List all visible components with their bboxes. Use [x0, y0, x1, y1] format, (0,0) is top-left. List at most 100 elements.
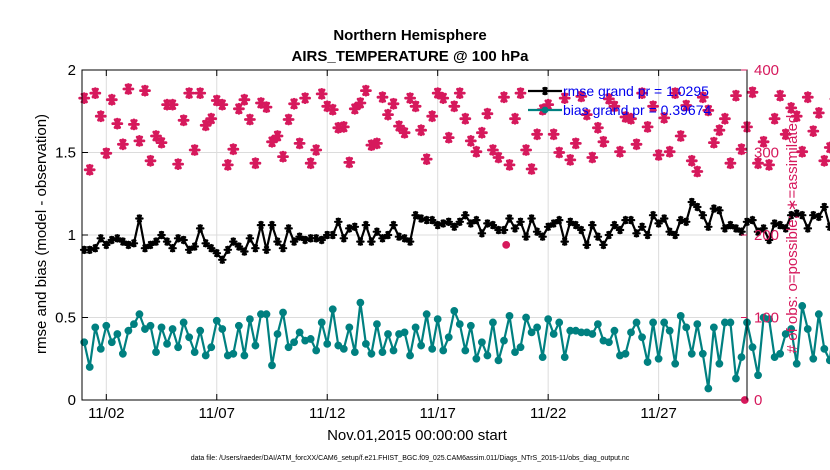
data-point	[543, 222, 553, 231]
data-point	[516, 343, 525, 352]
data-point	[157, 230, 166, 240]
data-point	[194, 87, 207, 99]
data-point	[763, 159, 775, 171]
data-point	[378, 348, 387, 357]
data-point	[547, 128, 560, 141]
data-point	[433, 220, 442, 230]
data-point	[538, 353, 547, 362]
data-point	[483, 351, 492, 360]
data-point	[173, 234, 183, 243]
data-point	[393, 120, 405, 132]
data-point	[593, 232, 603, 241]
data-point	[107, 235, 117, 245]
data-point	[311, 234, 321, 243]
data-point	[814, 212, 824, 222]
data-point	[111, 117, 124, 130]
data-point	[754, 371, 762, 380]
data-point	[129, 239, 139, 248]
data-point	[818, 154, 830, 167]
data-point	[152, 348, 160, 357]
data-point	[409, 100, 422, 113]
data-point	[643, 230, 652, 240]
data-point	[251, 341, 260, 350]
data-point	[648, 210, 658, 220]
data-point	[715, 359, 724, 368]
y2-tick-label: 0	[754, 392, 762, 409]
data-point	[255, 97, 267, 109]
data-point	[323, 340, 332, 348]
data-point	[516, 217, 525, 227]
data-point	[339, 344, 348, 353]
data-point	[367, 349, 376, 358]
data-point	[223, 245, 233, 255]
y-axis-label: rmse and bias (model - observation)	[33, 114, 50, 354]
data-point	[466, 219, 476, 228]
data-point	[505, 311, 514, 320]
data-point	[670, 230, 680, 240]
data-point	[299, 92, 311, 104]
data-point	[554, 215, 564, 225]
data-point	[130, 320, 138, 329]
data-point	[394, 232, 404, 241]
data-point	[555, 318, 564, 327]
data-point	[337, 121, 350, 133]
data-point	[580, 108, 593, 121]
data-point	[420, 153, 433, 165]
data-point	[770, 353, 779, 362]
data-point	[732, 374, 740, 383]
data-point	[647, 100, 659, 113]
data-point	[652, 149, 665, 161]
x-tick-label: 11/27	[640, 405, 676, 422]
data-point	[422, 215, 431, 225]
data-point	[360, 84, 372, 97]
data-point	[94, 110, 107, 123]
data-point	[698, 210, 708, 220]
data-point	[825, 222, 830, 231]
data-point	[201, 351, 210, 360]
data-point	[522, 313, 530, 322]
data-point	[163, 340, 171, 348]
data-point	[632, 318, 641, 327]
data-point	[245, 234, 255, 243]
data-point	[348, 102, 361, 115]
data-point	[207, 343, 216, 352]
data-point	[735, 143, 748, 156]
data-point	[251, 243, 260, 253]
data-point	[284, 343, 293, 352]
data-point	[654, 219, 663, 228]
data-point	[489, 318, 497, 327]
data-point	[345, 323, 354, 332]
data-point	[698, 349, 707, 358]
data-point	[455, 217, 465, 227]
data-point	[415, 124, 427, 137]
data-point	[643, 358, 652, 366]
data-point	[626, 215, 636, 225]
data-point	[105, 93, 118, 106]
data-point	[174, 343, 183, 352]
data-point	[91, 243, 100, 253]
data-point	[487, 144, 499, 156]
data-point	[343, 156, 356, 169]
data-point	[731, 224, 741, 233]
data-point	[691, 165, 704, 178]
data-point	[361, 220, 371, 230]
legend: rmse grand pr = 1.0295 bias grand pr = 0.…	[528, 83, 711, 118]
data-point	[218, 325, 227, 333]
data-point	[724, 157, 737, 170]
data-point	[387, 97, 400, 110]
data-point	[146, 321, 155, 330]
data-point	[312, 346, 321, 355]
data-point	[233, 102, 245, 115]
data-point	[693, 320, 702, 329]
data-point	[238, 93, 251, 106]
data-point	[553, 146, 566, 159]
data-point	[715, 206, 724, 215]
data-point	[83, 163, 96, 176]
data-point	[792, 359, 801, 368]
data-point	[514, 87, 527, 99]
y-axis-left: 0 0.5 1 1.5 2	[55, 62, 88, 409]
data-point	[786, 210, 796, 220]
data-point	[206, 243, 216, 253]
data-point	[282, 113, 295, 126]
